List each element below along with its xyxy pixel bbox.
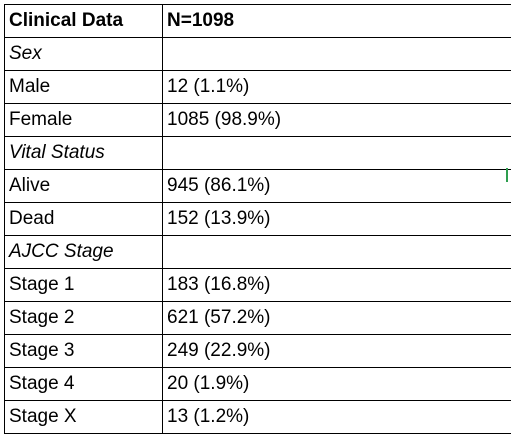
table-row: AJCC Stage — [4, 235, 511, 269]
item-label-cell[interactable]: Alive — [4, 169, 163, 203]
item-label-cell[interactable]: Stage 1 — [4, 268, 163, 302]
value-cell[interactable]: 152 (13.9%) — [162, 202, 511, 236]
header-label-cell[interactable]: Clinical Data — [4, 4, 163, 38]
item-label-cell[interactable]: Female — [4, 103, 163, 137]
value-cell[interactable] — [162, 37, 511, 71]
value-cell[interactable] — [162, 235, 511, 269]
cell-selection-marker — [506, 168, 508, 182]
table-row: Stage 2 621 (57.2%) — [4, 301, 511, 335]
section-label-cell[interactable]: Sex — [4, 37, 163, 71]
item-label-cell[interactable]: Stage 2 — [4, 301, 163, 335]
value-cell[interactable]: 12 (1.1%) — [162, 70, 511, 104]
value-cell[interactable]: 183 (16.8%) — [162, 268, 511, 302]
table-row: Stage 3 249 (22.9%) — [4, 334, 511, 368]
table-row: Stage 1 183 (16.8%) — [4, 268, 511, 302]
item-label-cell[interactable]: Stage 4 — [4, 367, 163, 401]
value-cell[interactable]: 13 (1.2%) — [162, 400, 511, 434]
item-label-cell[interactable]: Stage 3 — [4, 334, 163, 368]
item-label-cell[interactable]: Stage X — [4, 400, 163, 434]
table-row: Stage 4 20 (1.9%) — [4, 367, 511, 401]
section-label-cell[interactable]: Vital Status — [4, 136, 163, 170]
item-label-cell[interactable]: Dead — [4, 202, 163, 236]
table-row: Stage X 13 (1.2%) — [4, 400, 511, 434]
table-row: Female 1085 (98.9%) — [4, 103, 511, 137]
value-cell[interactable]: 621 (57.2%) — [162, 301, 511, 335]
table-row: Alive 945 (86.1%) — [4, 169, 511, 203]
table-row: Male 12 (1.1%) — [4, 70, 511, 104]
value-cell[interactable]: 20 (1.9%) — [162, 367, 511, 401]
table-header-row: Clinical Data N=1098 — [4, 4, 511, 38]
header-value-cell[interactable]: N=1098 — [162, 4, 511, 38]
clinical-data-table-container: Clinical Data N=1098 Sex Male 12 (1.1%) … — [4, 4, 511, 434]
value-cell[interactable] — [162, 136, 511, 170]
value-cell[interactable]: 945 (86.1%) — [162, 169, 511, 203]
table-row: Dead 152 (13.9%) — [4, 202, 511, 236]
table-row: Sex — [4, 37, 511, 71]
value-cell[interactable]: 249 (22.9%) — [162, 334, 511, 368]
value-cell[interactable]: 1085 (98.9%) — [162, 103, 511, 137]
section-label-cell[interactable]: AJCC Stage — [4, 235, 163, 269]
item-label-cell[interactable]: Male — [4, 70, 163, 104]
clinical-data-table: Clinical Data N=1098 Sex Male 12 (1.1%) … — [4, 4, 511, 434]
table-row: Vital Status — [4, 136, 511, 170]
